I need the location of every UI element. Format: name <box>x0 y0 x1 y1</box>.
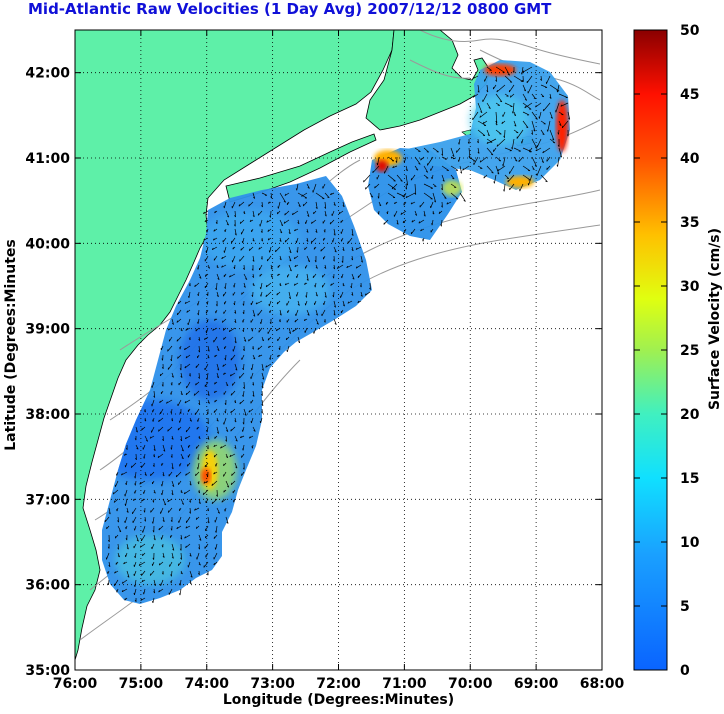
y-tick-label: 42:00 <box>25 66 70 82</box>
x-tick-label: 70:00 <box>448 676 493 692</box>
colorbar-tick-label: 30 <box>680 279 700 295</box>
colorbar-tick-label: 25 <box>680 343 699 359</box>
x-tick-label: 69:00 <box>514 676 559 692</box>
colorbar-tick-label: 50 <box>680 23 700 39</box>
y-tick-label: 40:00 <box>25 236 70 252</box>
colorbar-tick-label: 45 <box>680 87 699 103</box>
y-tick-label: 39:00 <box>25 322 70 338</box>
y-tick-label: 41:00 <box>25 151 70 167</box>
colorbar-tick-label: 40 <box>680 151 700 167</box>
map-title: Mid-Atlantic Raw Velocities (1 Day Avg) … <box>28 0 552 18</box>
y-tick-label: 35:00 <box>25 663 70 679</box>
y-axis-ticks: 35:00 36:00 37:00 38:00 39:00 40:00 41:00 42:00 <box>25 66 602 679</box>
x-axis-ticks: 76:00 75:00 74:00 73:00 72:00 71:00 70:00 69:00… <box>53 30 625 692</box>
colorbar-tick-label: 5 <box>680 599 690 615</box>
y-tick-label: 37:00 <box>25 492 70 508</box>
y-tick-label: 38:00 <box>25 407 70 423</box>
x-tick-label: 72:00 <box>316 676 361 692</box>
x-tick-label: 75:00 <box>119 676 164 692</box>
x-tick-label: 71:00 <box>382 676 427 692</box>
colorbar-tick-label: 15 <box>680 471 699 487</box>
colorbar-ticks: 0 5 10 15 20 25 30 35 40 45 50 <box>634 23 700 679</box>
colorbar-tick-label: 0 <box>680 663 690 679</box>
colorbar-tick-label: 20 <box>680 407 700 423</box>
x-tick-label: 74:00 <box>184 676 229 692</box>
x-axis-label: Longitude (Degrees:Minutes) <box>222 692 455 708</box>
colorbar-tick-label: 10 <box>680 535 700 551</box>
x-tick-label: 76:00 <box>53 676 98 692</box>
colorbar-tick-label: 35 <box>680 215 699 231</box>
lat-lon-grid <box>75 30 602 670</box>
x-tick-label: 73:00 <box>250 676 295 692</box>
x-tick-label: 68:00 <box>580 676 625 692</box>
y-tick-label: 36:00 <box>25 578 70 594</box>
